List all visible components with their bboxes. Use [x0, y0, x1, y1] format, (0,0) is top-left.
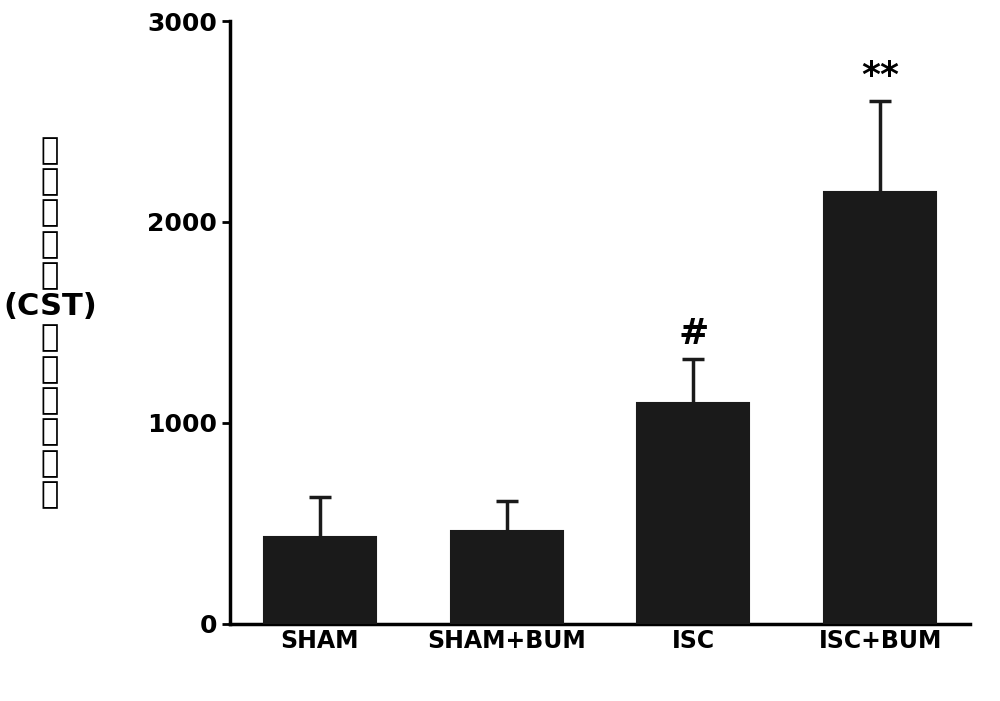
Bar — [451, 531, 563, 624]
Bar — [264, 538, 376, 624]
Text: 皮
质
脊
髓
束
(CST)
芽
生
纤
维
长
度: 皮 质 脊 髓 束 (CST) 芽 生 纤 维 长 度 — [3, 136, 97, 509]
Text: **: ** — [861, 60, 899, 93]
Bar — [637, 403, 749, 624]
Bar — [824, 192, 936, 624]
Text: #: # — [678, 317, 709, 350]
